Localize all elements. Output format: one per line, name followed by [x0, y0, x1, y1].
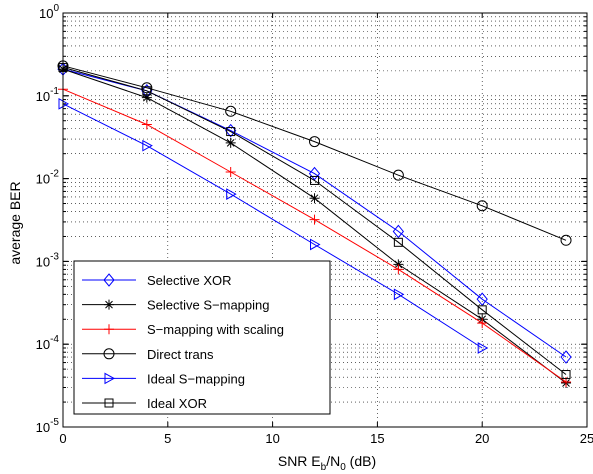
axes-box — [62, 12, 588, 428]
legend-box — [73, 260, 331, 415]
circle-marker — [141, 82, 153, 94]
circle-marker — [560, 234, 572, 246]
x-tick-label: 25 — [580, 431, 593, 446]
diamond-marker — [308, 166, 321, 181]
diamond-marker — [103, 273, 115, 287]
axis-ticks — [62, 12, 588, 428]
x-tick-label: 5 — [164, 431, 171, 446]
plus-marker — [141, 119, 152, 130]
triangle-marker — [310, 238, 321, 251]
circle-marker — [225, 105, 237, 117]
diamond-marker — [392, 224, 405, 239]
plus-marker — [393, 264, 404, 275]
legend-entry: Ideal S−mapping — [82, 371, 245, 386]
plus-marker — [104, 324, 114, 335]
triangle-marker — [477, 342, 489, 354]
square-marker — [393, 237, 403, 247]
plus-marker — [477, 318, 488, 329]
square-marker — [142, 86, 152, 96]
square-marker — [310, 175, 320, 185]
star-marker — [393, 259, 404, 270]
series-layer — [57, 60, 572, 388]
tick-labels: 0 5 10 15 20 25 10-5 10-4 10-3 10-2 10-1 100 — [36, 3, 593, 446]
x-tick-label: 20 — [475, 431, 489, 446]
plus-marker — [225, 167, 236, 178]
legend-label: Selective XOR — [147, 273, 232, 288]
series-line — [62, 66, 567, 375]
square-marker — [477, 305, 487, 315]
square-marker — [104, 398, 114, 408]
circle-marker — [476, 200, 488, 212]
star-marker — [309, 193, 320, 204]
triangle-marker — [393, 288, 405, 301]
y-tick-label: 10-3 — [36, 251, 60, 269]
x-tick-label: 15 — [370, 431, 384, 446]
legend-entry: Selective S−mapping — [82, 298, 270, 313]
plus-marker — [309, 214, 320, 225]
legend-label: Direct trans — [147, 347, 214, 362]
legend: Selective XOR Selective S−mapping S−mappin… — [73, 260, 331, 415]
grid-lines — [63, 13, 587, 427]
y-tick-label: 10-4 — [36, 334, 60, 352]
series-line — [62, 65, 567, 241]
series-ideal-s-mapping — [58, 97, 489, 354]
circle-marker — [103, 348, 115, 360]
x-axis-label: SNR Eb/N0 (dB) — [278, 453, 376, 473]
triangle-marker — [226, 188, 237, 200]
triangle-marker — [104, 372, 116, 385]
y-axis-label: average BER — [7, 181, 23, 264]
legend-entry: Selective XOR — [82, 273, 232, 288]
circle-marker — [392, 169, 404, 181]
x-tick-label: 0 — [59, 431, 66, 446]
star-marker — [104, 299, 114, 310]
square-marker — [561, 370, 571, 380]
circle-marker — [309, 136, 321, 148]
x-tick-label: 10 — [265, 431, 279, 446]
y-tick-label: 10-1 — [36, 86, 60, 104]
y-tick-label: 100 — [39, 3, 59, 21]
star-marker — [141, 92, 152, 103]
diamond-marker — [476, 292, 488, 306]
diamond-marker — [560, 350, 572, 364]
square-marker — [226, 127, 236, 137]
y-tick-label: 10-2 — [36, 169, 60, 187]
series-direct-trans — [57, 60, 572, 246]
legend-label: Ideal S−mapping — [147, 371, 245, 386]
legend-label: Ideal XOR — [147, 396, 207, 411]
legend-entry: Direct trans — [82, 347, 214, 362]
y-tick-label: 10-5 — [36, 417, 60, 435]
triangle-marker — [142, 139, 153, 152]
legend-entry: S−mapping with scaling — [82, 322, 284, 337]
series-line — [62, 103, 483, 349]
legend-label: S−mapping with scaling — [147, 322, 284, 337]
legend-label: Selective S−mapping — [147, 298, 270, 313]
legend-entry: Ideal XOR — [82, 396, 207, 411]
diamond-marker — [225, 123, 237, 138]
star-marker — [225, 137, 236, 148]
